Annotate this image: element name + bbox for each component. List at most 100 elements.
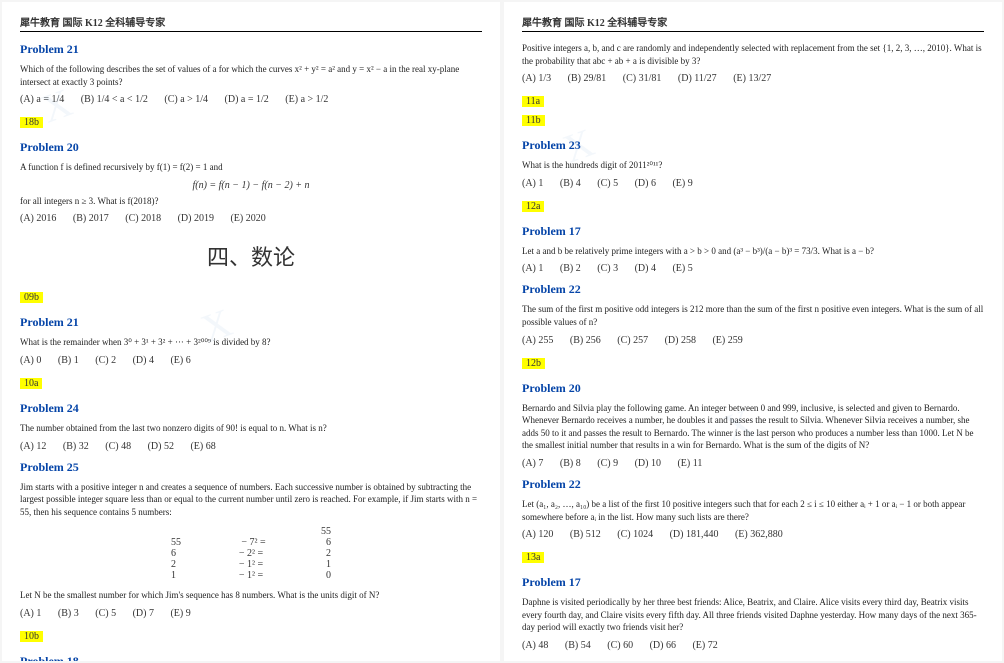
- section-tag: 12b: [522, 358, 545, 369]
- page-header: 犀牛教育 国际 K12 全科辅导专家: [522, 14, 984, 32]
- problem-title: Problem 21: [20, 42, 482, 57]
- choice: (E) 68: [190, 441, 215, 452]
- problem-text: What is the hundreds digit of 2011²⁰¹¹?: [522, 159, 984, 172]
- choice: (B) 32: [63, 441, 89, 452]
- choice: (C) a > 1/4: [164, 94, 208, 105]
- choices: (A) 255 (B) 256 (C) 257 (D) 258 (E) 259: [522, 335, 984, 346]
- right-page: X X 犀牛教育 国际 K12 全科辅导专家 Positive integers…: [504, 2, 1002, 661]
- choice: (E) 2020: [230, 213, 265, 224]
- choices: (A) 1/3 (B) 29/81 (C) 31/81 (D) 11/27 (E…: [522, 73, 984, 84]
- choice: (A) 1: [522, 178, 543, 189]
- choices: (A) 0 (B) 1 (C) 2 (D) 4 (E) 6: [20, 355, 482, 366]
- choice: (D) 10: [635, 458, 661, 469]
- choice: (D) 258: [665, 335, 696, 346]
- choices: (A) a = 1/4 (B) 1/4 < a < 1/2 (C) a > 1/…: [20, 94, 482, 105]
- problem-title: Problem 17: [522, 575, 984, 590]
- choice: (A) 1: [20, 608, 41, 619]
- problem-text: The number obtained from the last two no…: [20, 422, 482, 435]
- problem-text: Jim starts with a positive integer n and…: [20, 481, 482, 519]
- choice: (E) 362,880: [735, 529, 783, 540]
- choice: (B) 3: [58, 608, 79, 619]
- choice: (D) 11/27: [678, 73, 717, 84]
- choice: (A) 12: [20, 441, 46, 452]
- problem-title: Problem 24: [20, 401, 482, 416]
- choices: (A) 120 (B) 512 (C) 1024 (D) 181,440 (E)…: [522, 529, 984, 540]
- choices: (A) 7 (B) 8 (C) 9 (D) 10 (E) 11: [522, 458, 984, 469]
- choice: (D) 6: [635, 178, 656, 189]
- choice: (D) 4: [635, 263, 656, 274]
- problem-title: Problem 22: [522, 282, 984, 297]
- choice: (C) 3: [597, 263, 618, 274]
- choice: (A) 255: [522, 335, 553, 346]
- choice: (E) 9: [170, 608, 190, 619]
- choice: (A) 120: [522, 529, 553, 540]
- section-title: 四、数论: [20, 240, 482, 272]
- problem-text: Daphne is visited periodically by her th…: [522, 596, 984, 634]
- choice: (C) 5: [597, 178, 618, 189]
- choice: (D) 4: [133, 355, 154, 366]
- choices: (A) 48 (B) 54 (C) 60 (D) 66 (E) 72: [522, 640, 984, 651]
- problem-text: Let a and b be relatively prime integers…: [522, 245, 984, 258]
- problem-text: Let N be the smallest number for which J…: [20, 589, 482, 602]
- section-tag: 12a: [522, 201, 544, 212]
- problem-title: Problem 22: [522, 477, 984, 492]
- choice: (D) 181,440: [670, 529, 719, 540]
- choice: (B) 2: [560, 263, 581, 274]
- section-tag: 10b: [20, 631, 43, 642]
- choice: (E) 5: [672, 263, 692, 274]
- choice: (D) 66: [650, 640, 676, 651]
- choice: (D) 52: [148, 441, 174, 452]
- choice: (E) 13/27: [733, 73, 771, 84]
- choices: (A) 1 (B) 4 (C) 5 (D) 6 (E) 9: [522, 178, 984, 189]
- problem-title: Problem 19: [522, 659, 984, 661]
- problem-text: Positive integers a, b, and c are random…: [522, 42, 984, 67]
- problem-text: A function f is defined recursively by f…: [20, 161, 482, 174]
- choice: (C) 2: [95, 355, 116, 366]
- choice: (B) 1/4 < a < 1/2: [81, 94, 148, 105]
- problem-title: Problem 25: [20, 460, 482, 475]
- choice: (B) 4: [560, 178, 581, 189]
- choice: (C) 9: [597, 458, 618, 469]
- choice: (E) a > 1/2: [285, 94, 328, 105]
- choice: (A) 1/3: [522, 73, 551, 84]
- choice: (A) 1: [522, 263, 543, 274]
- choice: (E) 11: [677, 458, 702, 469]
- choice: (C) 1024: [617, 529, 653, 540]
- problem-title: Problem 23: [522, 138, 984, 153]
- choice: (B) 54: [565, 640, 591, 651]
- problem-text: What is the remainder when 3⁰ + 3¹ + 3² …: [20, 336, 482, 349]
- choice: (E) 259: [712, 335, 742, 346]
- choice: (B) 512: [570, 529, 601, 540]
- problem-title: Problem 21: [20, 315, 482, 330]
- choice: (C) 257: [617, 335, 648, 346]
- choice: (A) 48: [522, 640, 548, 651]
- choice: (D) a = 1/2: [225, 94, 269, 105]
- choices: (A) 12 (B) 32 (C) 48 (D) 52 (E) 68: [20, 441, 482, 452]
- section-tag: 18b: [20, 117, 43, 128]
- choice: (E) 9: [672, 178, 692, 189]
- choices: (A) 1 (B) 2 (C) 3 (D) 4 (E) 5: [522, 263, 984, 274]
- choice: (B) 256: [570, 335, 601, 346]
- choices: (A) 2016 (B) 2017 (C) 2018 (D) 2019 (E) …: [20, 213, 482, 224]
- section-tag: 09b: [20, 292, 43, 303]
- choice: (D) 2019: [178, 213, 214, 224]
- choice: (B) 2017: [73, 213, 109, 224]
- problem-text: The sum of the first m positive odd inte…: [522, 303, 984, 328]
- problem-text: Bernardo and Silvia play the following g…: [522, 402, 984, 452]
- problem-text: for all integers n ≥ 3. What is f(2018)?: [20, 195, 482, 208]
- problem-title: Problem 20: [20, 140, 482, 155]
- section-tag: 10a: [20, 378, 42, 389]
- page-header: 犀牛教育 国际 K12 全科辅导专家: [20, 14, 482, 32]
- problem-title: Problem 17: [522, 224, 984, 239]
- choice: (D) 7: [133, 608, 154, 619]
- choice: (C) 5: [95, 608, 116, 619]
- section-tag: 11b: [522, 115, 545, 126]
- choice: (E) 72: [692, 640, 717, 651]
- choice: (A) a = 1/4: [20, 94, 64, 105]
- choice: (B) 8: [560, 458, 581, 469]
- choice: (A) 0: [20, 355, 41, 366]
- problem-title: Problem 18: [20, 654, 482, 661]
- problem-text: Let (a₁, a₂, …, a₁₀) be a list of the fi…: [522, 498, 984, 523]
- section-tag: 13a: [522, 552, 544, 563]
- section-tag: 11a: [522, 96, 544, 107]
